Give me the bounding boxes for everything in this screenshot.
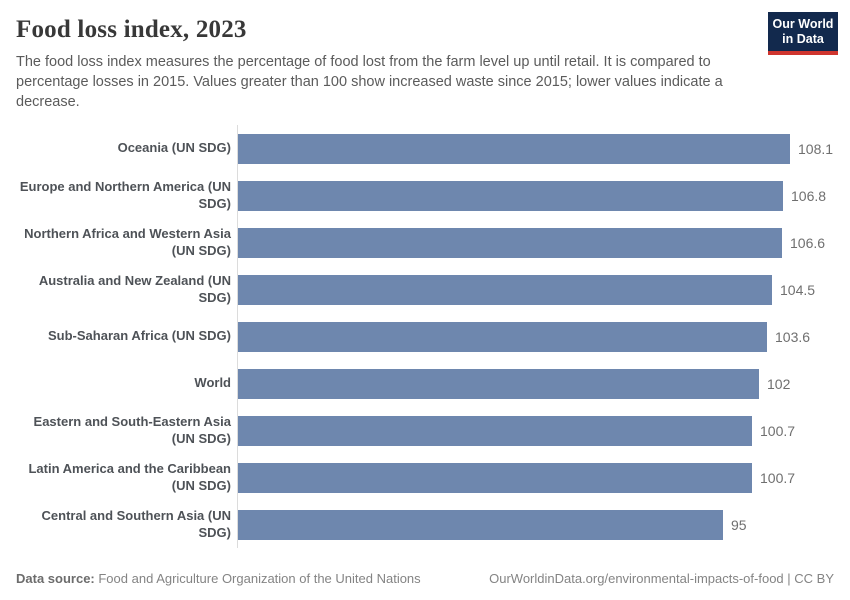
bar-track: 103.6	[237, 313, 834, 360]
chart-rows: Oceania (UN SDG) 108.1 Europe and Northern…	[16, 125, 834, 548]
category-label: Oceania (UN SDG)	[117, 140, 231, 156]
value-label: 103.6	[775, 328, 811, 345]
bar[interactable]	[238, 368, 759, 399]
value-label: 100.7	[760, 469, 796, 486]
owid-logo-line2: in Data	[782, 32, 824, 46]
chart-row: Central and Southern Asia (UN SDG) 95	[16, 501, 834, 548]
chart-footer: Data source: Food and Agriculture Organi…	[16, 571, 834, 586]
bar[interactable]	[238, 462, 752, 493]
owid-logo[interactable]: Our World in Data	[768, 12, 838, 55]
value-label: 106.8	[791, 187, 827, 204]
bar[interactable]	[238, 321, 767, 352]
value-label: 108.1	[798, 140, 834, 157]
data-source-label: Data source:	[16, 571, 95, 586]
bar-track: 106.6	[237, 219, 834, 266]
bar-chart: Oceania (UN SDG) 108.1 Europe and Northern…	[16, 125, 834, 548]
data-source-note: Data source: Food and Agriculture Organi…	[16, 571, 421, 586]
value-label: 100.7	[760, 422, 796, 439]
value-label: 104.5	[780, 281, 816, 298]
category-label: Europe and Northern America (UN SDG)	[19, 179, 231, 211]
chart-row: Eastern and South-Eastern Asia (UN SDG) 1…	[16, 407, 834, 454]
owid-logo-red-strip	[768, 51, 838, 55]
bar-track: 95	[237, 501, 834, 548]
chart-header: Food loss index, 2023 The food loss inde…	[0, 0, 850, 112]
bar-track: 108.1	[237, 125, 834, 172]
category-label: Australia and New Zealand (UN SDG)	[38, 273, 231, 305]
category-label: World	[194, 375, 231, 391]
bar[interactable]	[238, 415, 752, 446]
bar-track: 100.7	[237, 454, 834, 501]
bar[interactable]	[238, 227, 782, 258]
chart-row: Sub-Saharan Africa (UN SDG) 103.6	[16, 313, 834, 360]
bar[interactable]	[238, 274, 772, 305]
owid-url-license[interactable]: OurWorldinData.org/environmental-impacts…	[489, 571, 834, 586]
bar-track: 104.5	[237, 266, 834, 313]
chart-row: Oceania (UN SDG) 108.1	[16, 125, 834, 172]
chart-row: Northern Africa and Western Asia (UN SDG…	[16, 219, 834, 266]
category-label: Northern Africa and Western Asia (UN SDG…	[24, 226, 231, 258]
owid-logo-text: Our World in Data	[768, 12, 838, 51]
bar[interactable]	[238, 509, 723, 540]
bar[interactable]	[238, 133, 790, 164]
category-label: Latin America and the Caribbean (UN SDG)	[28, 461, 231, 493]
value-label: 102	[767, 375, 791, 392]
category-label: Eastern and South-Eastern Asia (UN SDG)	[33, 414, 231, 446]
bar-track: 102	[237, 360, 834, 407]
bar[interactable]	[238, 180, 783, 211]
value-label: 95	[731, 516, 747, 533]
value-label: 106.6	[790, 234, 826, 251]
category-label: Central and Southern Asia (UN SDG)	[41, 508, 231, 540]
chart-subtitle: The food loss index measures the percent…	[16, 54, 723, 110]
bar-track: 100.7	[237, 407, 834, 454]
chart-row: Europe and Northern America (UN SDG) 106.…	[16, 172, 834, 219]
chart-row: Latin America and the Caribbean (UN SDG)…	[16, 454, 834, 501]
category-label: Sub-Saharan Africa (UN SDG)	[48, 328, 231, 344]
y-axis-line	[237, 125, 238, 548]
chart-row: Australia and New Zealand (UN SDG) 104.5	[16, 266, 834, 313]
owid-logo-line1: Our World	[772, 17, 834, 31]
bar-track: 106.8	[237, 172, 834, 219]
chart-title: Food loss index, 2023	[16, 16, 247, 43]
data-source-text: Food and Agriculture Organization of the…	[94, 571, 421, 586]
chart-row: World 102	[16, 360, 834, 407]
